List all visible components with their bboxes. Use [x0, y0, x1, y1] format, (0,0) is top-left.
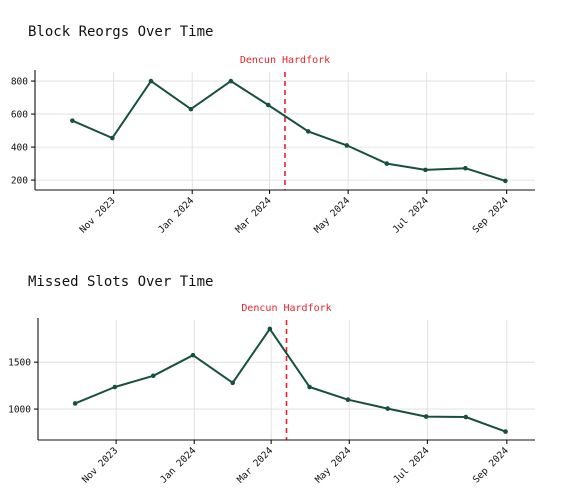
- data-point: [267, 326, 273, 332]
- x-tick-label: Jul 2024: [391, 445, 431, 485]
- x-tick-label: Nov 2023: [80, 445, 120, 485]
- x-tick-label: Nov 2023: [78, 195, 118, 235]
- y-tick-label: 1500: [8, 358, 31, 369]
- data-point: [230, 380, 236, 386]
- block-reorgs-chart: Block Reorgs Over Time Dencun Hardfork 20…: [11, 24, 535, 235]
- data-point: [150, 373, 156, 379]
- chart-title: Block Reorgs Over Time: [28, 24, 213, 40]
- x-tick-label: May 2024: [313, 445, 353, 485]
- data-point: [72, 401, 78, 406]
- data-point: [423, 414, 429, 419]
- annotation-label: Dencun Hardfork: [240, 55, 330, 66]
- data-point: [70, 118, 75, 123]
- data-point: [344, 143, 350, 148]
- data-point: [423, 167, 428, 173]
- y-tick-label: 200: [11, 176, 28, 187]
- data-point: [345, 397, 351, 402]
- y-tick-label: 400: [11, 143, 28, 154]
- data-point: [385, 406, 390, 411]
- data-point: [188, 106, 194, 112]
- series-line: [72, 80, 506, 182]
- x-tick-label: May 2024: [312, 195, 352, 235]
- data-point: [110, 135, 115, 141]
- y-tick-label: 600: [11, 110, 28, 121]
- annotation-label: Dencun Hardfork: [241, 303, 331, 314]
- data-point: [148, 78, 154, 84]
- x-tick-label: Mar 2024: [235, 445, 275, 485]
- data-point: [190, 352, 196, 358]
- data-point: [112, 384, 118, 390]
- data-point: [503, 429, 508, 434]
- data-point: [307, 384, 312, 390]
- x-tick-label: Sep 2024: [471, 445, 511, 485]
- x-tick-label: Mar 2024: [234, 195, 274, 235]
- x-tick-label: Jan 2024: [156, 195, 196, 235]
- y-tick-label: 1000: [8, 405, 31, 416]
- missed-slots-chart: Missed Slots Over Time Dencun Hardfork 10…: [8, 274, 535, 485]
- series-line: [74, 327, 506, 433]
- data-point: [384, 161, 390, 166]
- x-tick-label: Jan 2024: [158, 445, 198, 485]
- data-point: [228, 78, 234, 84]
- x-tick-label: Sep 2024: [471, 195, 511, 235]
- chart-title: Missed Slots Over Time: [28, 274, 213, 290]
- y-tick-label: 800: [11, 77, 28, 88]
- data-point: [305, 129, 311, 134]
- data-point: [463, 165, 468, 171]
- data-point: [265, 102, 271, 108]
- data-point: [463, 414, 469, 420]
- data-point: [503, 178, 508, 184]
- x-tick-label: Jul 2024: [391, 195, 431, 235]
